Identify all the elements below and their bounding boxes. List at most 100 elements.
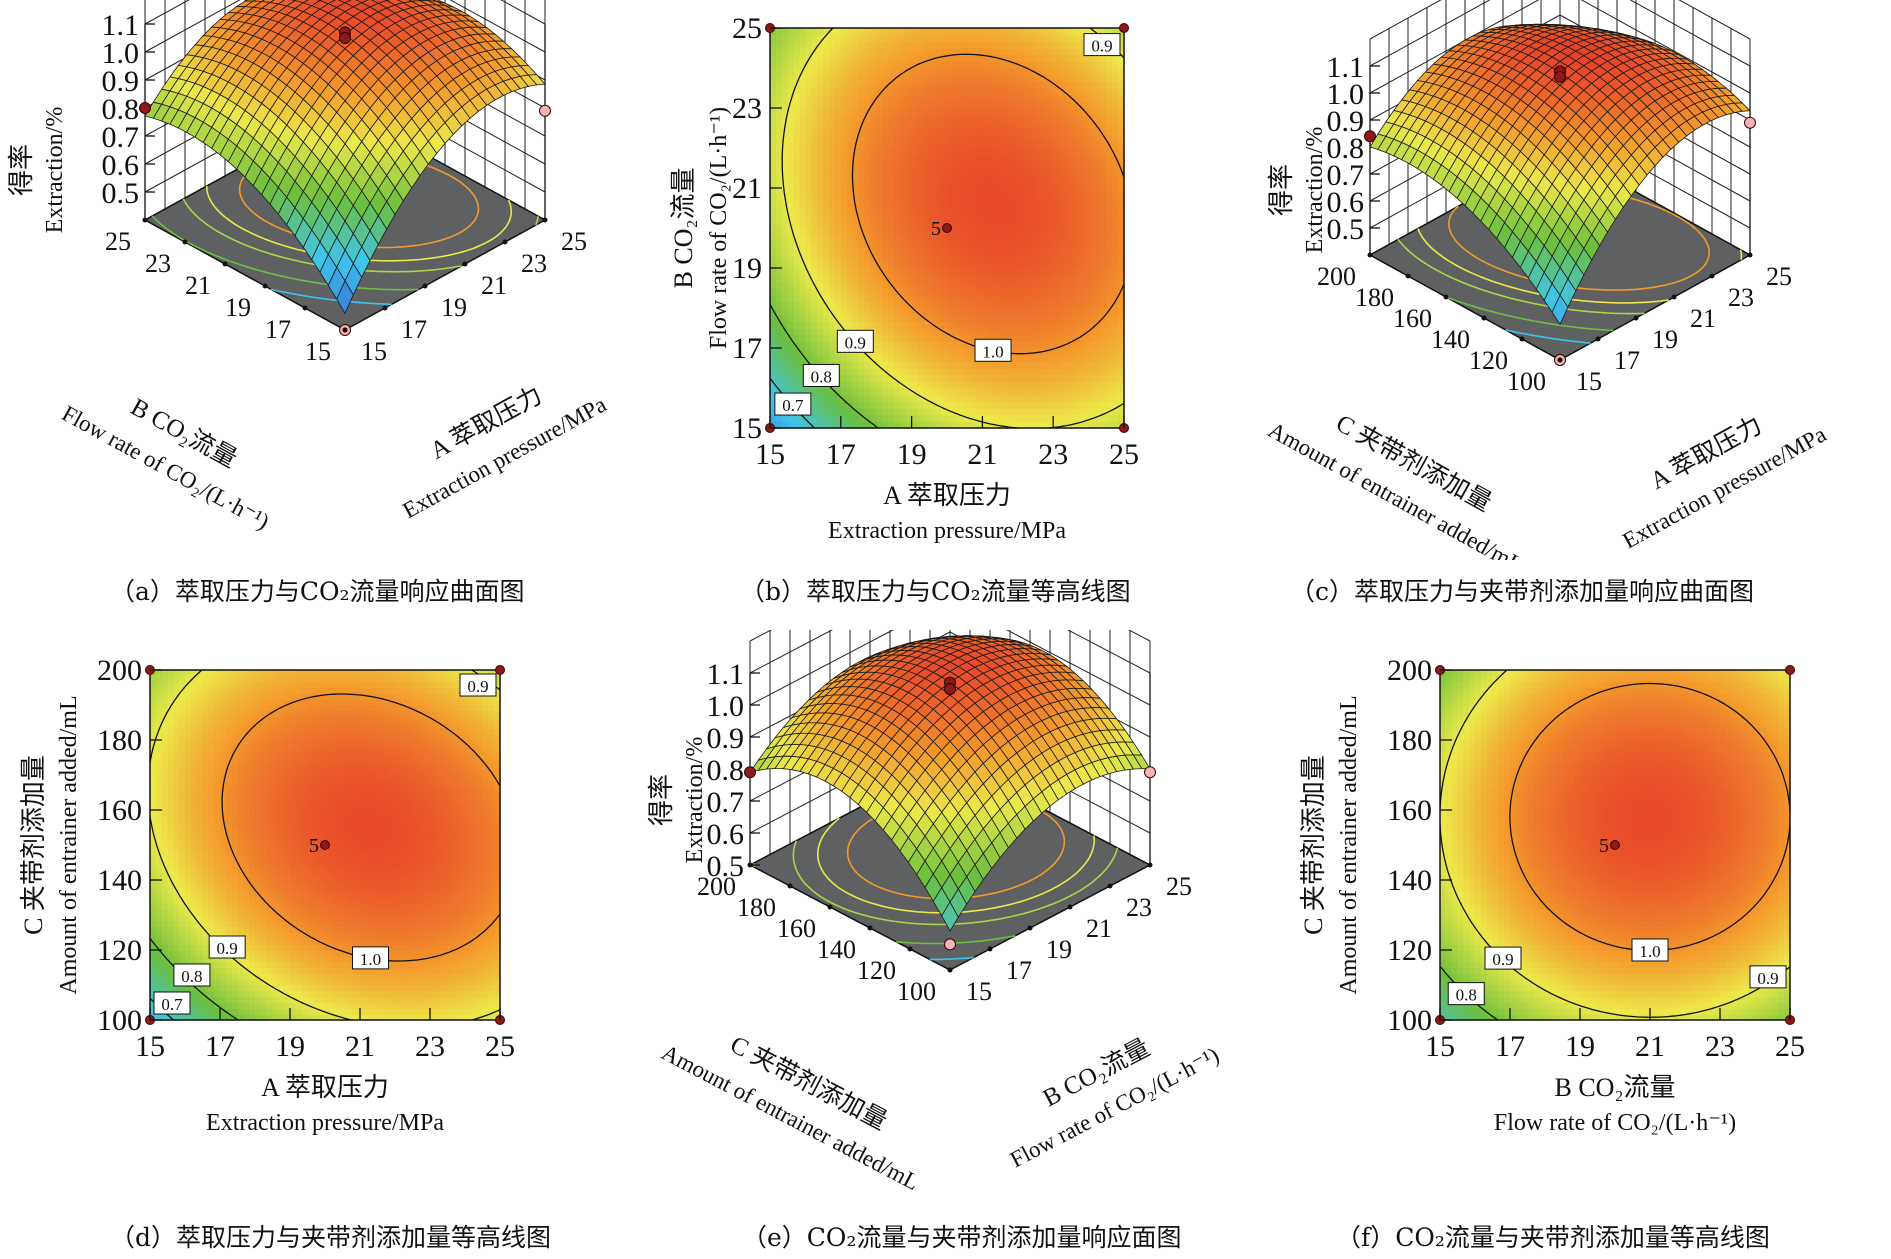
heatmap-cell bbox=[964, 134, 972, 142]
contour-label-box bbox=[1083, 33, 1121, 57]
heatmap-cell bbox=[947, 48, 954, 56]
heatmap-cell bbox=[1000, 168, 1007, 176]
heatmap-cell bbox=[994, 334, 1001, 342]
heatmap-cell bbox=[1088, 381, 1096, 389]
heatmap-cell bbox=[817, 221, 824, 229]
heatmap-cell bbox=[858, 401, 865, 409]
heatmap-cell bbox=[899, 361, 907, 369]
heatmap-cell bbox=[988, 314, 995, 322]
heatmap-cell bbox=[1041, 28, 1048, 36]
heatmap-cell bbox=[1053, 394, 1060, 402]
heatmap-cell bbox=[1088, 294, 1096, 302]
heatmap-cell bbox=[970, 228, 978, 236]
heatmap-cell bbox=[1065, 154, 1072, 162]
heatmap-cell bbox=[947, 188, 954, 196]
heatmap-cell bbox=[1029, 128, 1037, 136]
heatmap-cell bbox=[1112, 88, 1119, 96]
heatmap-cell bbox=[858, 101, 865, 109]
heatmap-cell bbox=[1100, 408, 1107, 416]
heatmap-cell bbox=[1023, 354, 1031, 362]
heatmap-cell bbox=[917, 121, 924, 129]
heatmap-cell bbox=[1100, 121, 1107, 129]
heatmap-cell bbox=[1047, 281, 1054, 289]
heatmap-cell bbox=[917, 48, 924, 56]
heatmap-cell bbox=[1006, 48, 1013, 56]
heatmap-cell bbox=[935, 121, 942, 129]
heatmap-cell bbox=[935, 228, 942, 236]
heatmap-cell bbox=[811, 414, 818, 422]
heatmap-cell bbox=[1112, 121, 1119, 129]
heatmap-cell bbox=[1017, 74, 1025, 82]
heatmap-cell bbox=[1070, 221, 1078, 229]
heatmap-cell bbox=[911, 74, 919, 82]
heatmap-cell bbox=[1041, 274, 1048, 282]
heatmap-cell bbox=[1088, 61, 1096, 69]
heatmap-cell bbox=[1106, 181, 1113, 189]
heatmap-cell bbox=[976, 174, 983, 182]
heatmap-cell bbox=[935, 321, 942, 329]
heatmap-cell bbox=[775, 194, 783, 202]
heatmap-cell bbox=[1041, 334, 1048, 342]
heatmap-cell bbox=[1070, 328, 1078, 336]
heatmap-cell bbox=[911, 261, 919, 269]
heatmap-cell bbox=[1065, 28, 1072, 36]
heatmap-cell bbox=[876, 148, 883, 156]
heatmap-cell bbox=[911, 108, 919, 116]
heatmap-cell bbox=[799, 128, 806, 136]
heatmap-cell bbox=[952, 368, 960, 376]
heatmap-cell bbox=[1053, 28, 1060, 36]
heatmap-cell bbox=[1000, 228, 1007, 236]
heatmap-cell bbox=[982, 88, 989, 96]
heatmap-cell bbox=[1082, 148, 1090, 156]
heatmap-cell bbox=[1000, 221, 1007, 229]
heatmap-cell bbox=[775, 248, 783, 256]
heatmap-cell bbox=[917, 161, 924, 169]
heatmap-cell bbox=[976, 421, 983, 429]
heatmap-cell bbox=[1006, 68, 1013, 76]
heatmap-cell bbox=[1118, 201, 1125, 209]
heatmap-cell bbox=[1017, 148, 1025, 156]
heatmap-cell bbox=[781, 154, 789, 162]
heatmap-cell bbox=[787, 168, 795, 176]
heatmap-cell bbox=[876, 41, 883, 49]
heatmap-cell bbox=[1118, 241, 1125, 249]
heatmap-cell bbox=[1053, 268, 1060, 276]
heatmap-cell bbox=[1118, 48, 1125, 56]
heatmap-cell bbox=[888, 101, 895, 109]
heatmap-cell bbox=[811, 328, 818, 336]
heatmap-cell bbox=[852, 48, 860, 56]
heatmap-cell bbox=[1000, 381, 1007, 389]
heatmap-cell bbox=[1118, 134, 1125, 142]
heatmap-cell bbox=[805, 28, 812, 36]
heatmap-cell bbox=[947, 414, 954, 422]
heatmap-cell bbox=[1076, 208, 1084, 216]
heatmap-cell bbox=[947, 121, 954, 129]
heatmap-cell bbox=[929, 214, 936, 222]
heatmap-cell bbox=[988, 208, 995, 216]
heatmap-cell bbox=[1053, 294, 1060, 302]
heatmap-cell bbox=[1035, 141, 1042, 149]
heatmap-cell bbox=[1029, 334, 1037, 342]
heatmap-cell bbox=[870, 321, 877, 329]
heatmap-cell bbox=[781, 74, 789, 82]
heatmap-cell bbox=[1047, 368, 1054, 376]
heatmap-cell bbox=[941, 241, 948, 249]
heatmap-cell bbox=[852, 181, 860, 189]
heatmap-cell bbox=[829, 341, 836, 349]
heatmap-cell bbox=[923, 228, 930, 236]
heatmap-cell bbox=[1076, 188, 1084, 196]
heatmap-cell bbox=[1041, 241, 1048, 249]
heatmap-cell bbox=[917, 321, 924, 329]
heatmap-cell bbox=[929, 254, 936, 262]
heatmap-cell bbox=[988, 148, 995, 156]
heatmap-cell bbox=[817, 108, 824, 116]
heatmap-cell bbox=[770, 414, 777, 422]
heatmap-cell bbox=[923, 394, 930, 402]
heatmap-cell bbox=[964, 168, 972, 176]
heatmap-cell bbox=[787, 294, 795, 302]
heatmap-cell bbox=[911, 228, 919, 236]
heatmap-cell bbox=[846, 221, 854, 229]
heatmap-cell bbox=[775, 148, 783, 156]
heatmap-cell bbox=[787, 181, 795, 189]
heatmap-cell bbox=[941, 48, 948, 56]
